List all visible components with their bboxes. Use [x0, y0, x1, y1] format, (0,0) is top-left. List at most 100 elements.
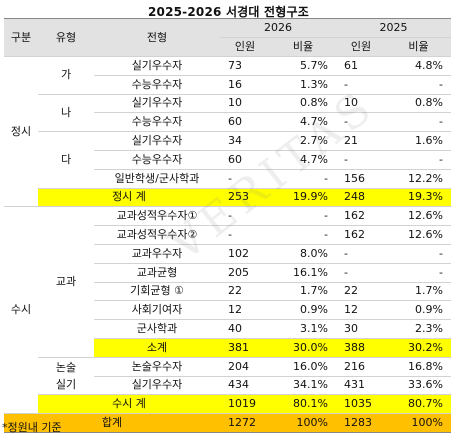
ratio-2025: 12.6%: [386, 206, 451, 227]
count-2025: -: [336, 263, 386, 283]
count-2025: 162: [336, 206, 386, 227]
footnote: *정원내 기준: [2, 421, 62, 434]
row-name: 실기우수자: [94, 56, 220, 76]
count-2025: 21: [336, 131, 386, 151]
header-gubun: 구분: [4, 18, 38, 57]
row-name: 수능우수자: [94, 75, 220, 95]
count-2025: -: [336, 150, 386, 170]
total-row: 합계 1272 100% 1283 100%: [4, 413, 451, 433]
row-name: 실기우수자: [94, 94, 220, 114]
ratio-2026: 3.1%: [270, 319, 336, 339]
count-2025: 388: [336, 338, 386, 358]
count-2026: 16: [220, 75, 270, 95]
row-name: 일반학생/군사학과: [94, 169, 220, 189]
row-name: 기회균형 ①: [94, 282, 220, 302]
section-susi: 수시: [4, 206, 38, 415]
row-name: 교과우수자: [94, 244, 220, 264]
count-2026: 12: [220, 300, 270, 321]
ratio-2026: 1.7%: [270, 282, 336, 302]
count-2026: 204: [220, 357, 270, 377]
ratio-2026: 2.7%: [270, 131, 336, 151]
count-2025: 61: [336, 56, 386, 76]
ratio-2025: 100%: [386, 413, 451, 433]
subtotal-label: 소계: [94, 338, 220, 358]
count-2025: -: [336, 75, 386, 95]
row-name: 수능우수자: [94, 150, 220, 170]
ratio-2026: 16.1%: [270, 263, 336, 283]
table-row: 수능우수자 60 4.7% - -: [4, 150, 451, 170]
subtotal-row-sogye: 소계 381 30.0% 388 30.2%: [4, 338, 451, 358]
ratio-2025: 1.6%: [386, 131, 451, 151]
table-row: 기회균형 ① 22 1.7% 22 1.7%: [4, 282, 451, 302]
ratio-2025: 19.3%: [386, 188, 451, 208]
count-2025: 10: [336, 94, 386, 114]
count-2025: -: [336, 112, 386, 133]
count-2026: 34: [220, 131, 270, 151]
count-2026: 381: [220, 338, 270, 358]
count-2026: 205: [220, 263, 270, 283]
count-2026: 60: [220, 112, 270, 133]
page-title: 2025-2026 서경대 전형구조: [147, 5, 309, 19]
ratio-2025: 12.2%: [386, 169, 451, 189]
section-jeongsi: 정시: [4, 56, 38, 208]
subtotal-row-jeongsi: 정시 계 253 19.9% 248 19.3%: [4, 188, 451, 208]
count-2025: 30: [336, 319, 386, 339]
ratio-2026: 5.7%: [270, 56, 336, 76]
ratio-2026: 80.1%: [270, 394, 336, 415]
count-2025: 216: [336, 357, 386, 377]
ratio-2025: 0.9%: [386, 300, 451, 321]
group-na: 나: [38, 94, 94, 133]
header-row-1: 구분 유형 전형 2026 2025: [4, 18, 451, 57]
table-row: 사회기여자 12 0.9% 12 0.9%: [4, 300, 451, 321]
table-row: 수능우수자 60 4.7% - -: [4, 112, 451, 133]
ratio-2025: 2.3%: [386, 319, 451, 339]
group-nonsul-silgi: 논술 실기: [38, 357, 94, 396]
count-2026: 10: [220, 94, 270, 114]
count-2026: 60: [220, 150, 270, 170]
group-ga: 가: [38, 56, 94, 95]
row-name: 사회기여자: [94, 300, 220, 321]
group-da: 다: [38, 131, 94, 189]
count-2026: 22: [220, 282, 270, 302]
count-2025: 12: [336, 300, 386, 321]
ratio-2026: 30.0%: [270, 338, 336, 358]
ratio-2025: -: [386, 263, 451, 283]
count-2026: 1019: [220, 394, 270, 415]
row-name: 교과성적우수자②: [94, 225, 220, 245]
count-2025: 248: [336, 188, 386, 208]
count-2026: -: [220, 206, 270, 227]
ratio-2025: 0.8%: [386, 94, 451, 114]
ratio-2025: 12.6%: [386, 225, 451, 245]
header-inwon-2026: 인원: [220, 37, 270, 57]
count-2025: -: [336, 244, 386, 264]
group-gyogwa: 교과: [38, 206, 94, 358]
row-name: 논술우수자: [94, 357, 220, 377]
table-row: 수능우수자 16 1.3% - -: [4, 75, 451, 95]
row-name: 교과성적우수자①: [94, 206, 220, 227]
count-2026: -: [220, 169, 270, 189]
count-2026: 1272: [220, 413, 270, 433]
count-2025: 431: [336, 376, 386, 396]
header-year-2026: 2026: [220, 18, 336, 38]
table-row: 일반학생/군사학과 - - 156 12.2%: [4, 169, 451, 189]
ratio-2026: 8.0%: [270, 244, 336, 264]
ratio-2025: -: [386, 244, 451, 264]
table-row: 다 실기우수자 34 2.7% 21 1.6%: [4, 131, 451, 189]
table-row: 교과균형 205 16.1% - -: [4, 263, 451, 283]
row-name: 교과균형: [94, 263, 220, 283]
table-row: 교과우수자 102 8.0% - -: [4, 244, 451, 264]
row-name: 실기우수자: [94, 376, 220, 396]
count-2026: -: [220, 225, 270, 245]
ratio-2025: -: [386, 75, 451, 95]
ratio-2026: -: [270, 225, 336, 245]
ratio-2026: 0.9%: [270, 300, 336, 321]
header-year-2025: 2025: [336, 18, 451, 38]
count-2025: 22: [336, 282, 386, 302]
table-row: 실기우수자 434 34.1% 431 33.6%: [4, 376, 451, 396]
ratio-2025: 30.2%: [386, 338, 451, 358]
ratio-2025: -: [386, 112, 451, 133]
count-2026: 434: [220, 376, 270, 396]
ratio-2026: 4.7%: [270, 150, 336, 170]
ratio-2026: 4.7%: [270, 112, 336, 133]
ratio-2025: -: [386, 150, 451, 170]
